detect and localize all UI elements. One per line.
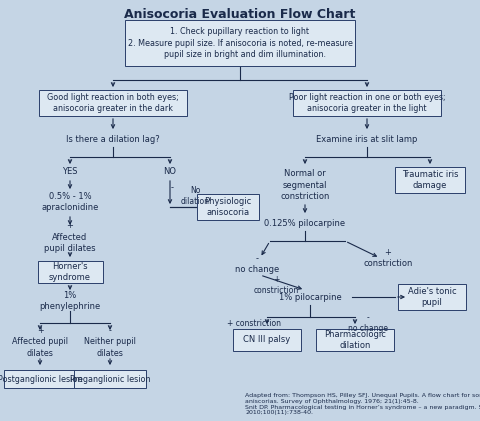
- Text: Pharmacologic
dilation: Pharmacologic dilation: [324, 330, 386, 350]
- Text: +
Affected
pupil dilates: + Affected pupil dilates: [44, 221, 96, 253]
- Text: YES: YES: [62, 168, 78, 176]
- Text: 0.125% pilocarpine: 0.125% pilocarpine: [264, 218, 346, 227]
- Text: Horner's
syndrome: Horner's syndrome: [49, 262, 91, 282]
- FancyBboxPatch shape: [233, 329, 301, 351]
- FancyBboxPatch shape: [125, 20, 355, 66]
- Text: Postganglionic lesion: Postganglionic lesion: [0, 375, 82, 384]
- Text: -
no change: - no change: [235, 254, 279, 274]
- Text: +
constriction: + constriction: [363, 248, 413, 268]
- Text: 1%
phenylephrine: 1% phenylephrine: [39, 291, 101, 311]
- Text: Examine iris at slit lamp: Examine iris at slit lamp: [316, 134, 418, 144]
- Text: Adapted from: Thompson HS, Pilley SFJ. Unequal Pupils. A flow chart for sorting : Adapted from: Thompson HS, Pilley SFJ. U…: [245, 393, 480, 416]
- Text: +
Affected pupil
dilates: + Affected pupil dilates: [12, 326, 68, 357]
- Text: NO: NO: [164, 168, 177, 176]
- FancyBboxPatch shape: [37, 261, 103, 283]
- FancyBboxPatch shape: [293, 90, 441, 116]
- FancyBboxPatch shape: [395, 167, 465, 193]
- Text: 1. Check pupillary reaction to light
2. Measure pupil size. If anisocoria is not: 1. Check pupillary reaction to light 2. …: [128, 27, 352, 59]
- FancyBboxPatch shape: [197, 194, 259, 220]
- FancyBboxPatch shape: [398, 284, 466, 310]
- FancyBboxPatch shape: [39, 90, 187, 116]
- Text: Is there a dilation lag?: Is there a dilation lag?: [66, 134, 160, 144]
- Text: -
Neither pupil
dilates: - Neither pupil dilates: [84, 326, 136, 357]
- Text: -: -: [171, 184, 174, 192]
- Text: Physiologic
anisocoria: Physiologic anisocoria: [204, 197, 252, 217]
- Text: 1% pilocarpine: 1% pilocarpine: [278, 293, 341, 301]
- Text: Traumatic iris
damage: Traumatic iris damage: [402, 170, 458, 190]
- Text: Anisocoria Evaluation Flow Chart: Anisocoria Evaluation Flow Chart: [124, 8, 356, 21]
- Text: Good light reaction in both eyes;
anisocoria greater in the dark: Good light reaction in both eyes; anisoc…: [47, 93, 179, 113]
- FancyBboxPatch shape: [4, 370, 76, 388]
- Text: Preganglionic lesion: Preganglionic lesion: [70, 375, 150, 384]
- Text: -
no change: - no change: [348, 313, 388, 333]
- Text: +
constriction: + constriction: [253, 275, 299, 295]
- Text: CN III palsy: CN III palsy: [243, 336, 290, 344]
- FancyBboxPatch shape: [74, 370, 146, 388]
- Text: No
dilation: No dilation: [180, 186, 209, 206]
- Text: Normal or
segmental
constriction: Normal or segmental constriction: [280, 169, 330, 200]
- Text: 0.5% - 1%
apraclonidine: 0.5% - 1% apraclonidine: [41, 192, 99, 212]
- Text: Poor light reaction in one or both eyes;
anisocoria greater in the light: Poor light reaction in one or both eyes;…: [288, 93, 445, 113]
- Text: + constriction: + constriction: [227, 319, 281, 328]
- FancyBboxPatch shape: [316, 329, 394, 351]
- Text: Adie's tonic
pupil: Adie's tonic pupil: [408, 287, 456, 307]
